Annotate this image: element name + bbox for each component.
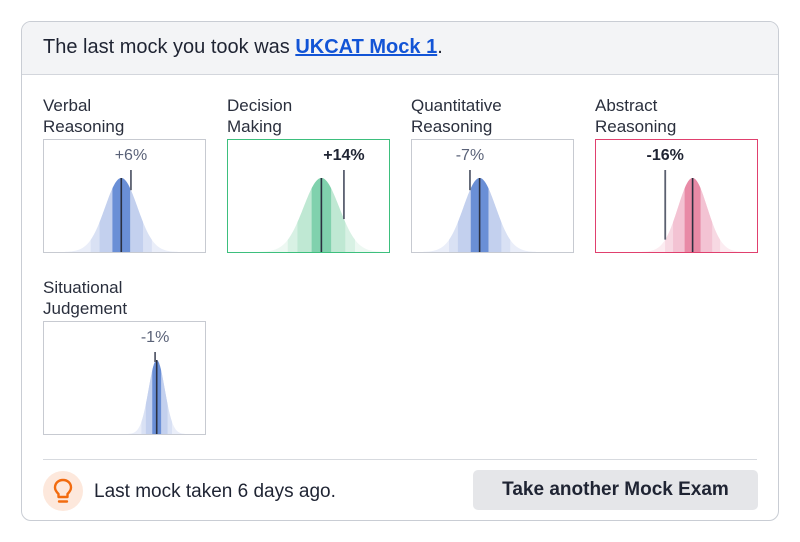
last-mock-card: The last mock you took was UKCAT Mock 1.…: [21, 21, 779, 521]
lightbulb-icon: [43, 471, 83, 511]
card-header: The last mock you took was UKCAT Mock 1.: [22, 22, 778, 75]
section-label: Situational Judgement: [43, 278, 128, 318]
distribution-chart[interactable]: -7%: [411, 139, 574, 253]
section-quantitative-reasoning: Quantitative Reasoning -7%: [411, 95, 576, 253]
delta-label: -7%: [455, 147, 485, 164]
section-label: Quantitative Reasoning: [411, 96, 502, 136]
section-label: Decision Making: [227, 96, 293, 136]
bell-curve: [641, 170, 744, 252]
bell-curve: [423, 170, 536, 252]
section-situational-judgement: Situational Judgement -1%: [43, 277, 208, 435]
bell-curve: [64, 170, 178, 252]
delta-label: -16%: [646, 147, 684, 164]
mock-link[interactable]: UKCAT Mock 1: [295, 36, 438, 58]
last-mock-message: Last mock taken 6 days ago.: [94, 481, 336, 502]
summary-suffix: .: [437, 36, 443, 58]
section-abstract-reasoning: Abstract Reasoning -16%: [595, 95, 760, 253]
section-label: Abstract Reasoning: [595, 96, 677, 136]
section-decision-making: Decision Making +14%: [227, 95, 392, 253]
delta-label: +6%: [114, 147, 148, 164]
distribution-chart[interactable]: -1%: [43, 321, 206, 435]
take-another-mock-button[interactable]: Take another Mock Exam: [473, 470, 758, 510]
last-mock-summary: The last mock you took was UKCAT Mock 1.: [43, 36, 443, 59]
delta-label: -1%: [140, 329, 170, 346]
distribution-chart[interactable]: +14%: [227, 139, 390, 253]
section-verbal-reasoning: Verbal Reasoning +6%: [43, 95, 208, 253]
bell-curve: [259, 170, 384, 252]
bell-curve: [128, 352, 185, 434]
distribution-chart[interactable]: -16%: [595, 139, 758, 253]
footer-divider: [43, 459, 757, 460]
section-label: Verbal Reasoning: [43, 96, 125, 136]
distribution-chart[interactable]: +6%: [43, 139, 206, 253]
summary-prefix: The last mock you took was: [43, 36, 296, 58]
delta-label: +14%: [323, 147, 365, 164]
